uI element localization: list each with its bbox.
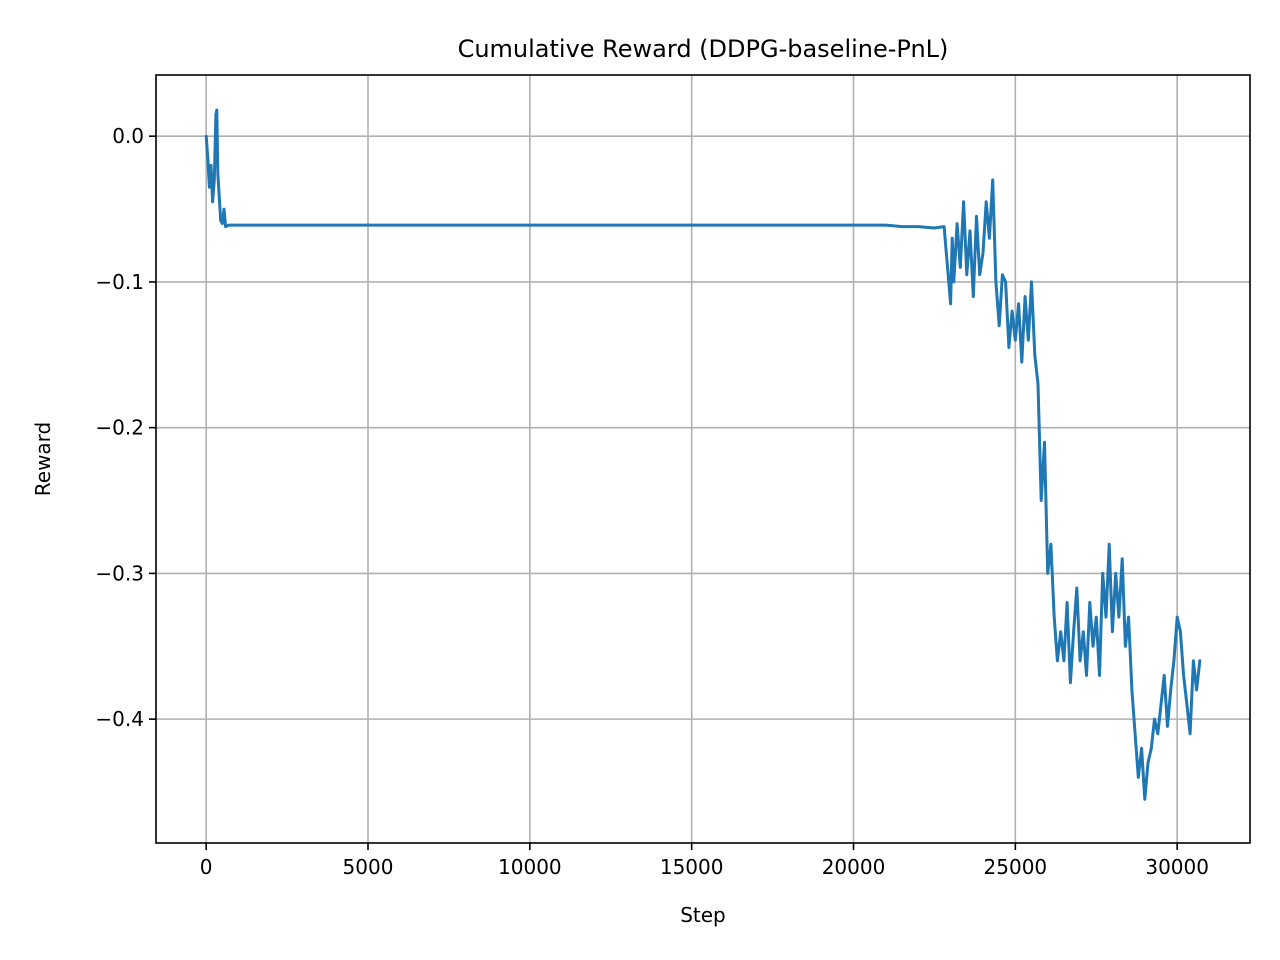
tick-layer: 0 5000 10000 15000 20000 25000 30000 0.0 −0.1 −0.…	[95, 124, 1209, 879]
y-axis-label: Reward	[31, 422, 55, 496]
y-tick-label: −0.4	[95, 707, 144, 731]
grid-layer	[156, 75, 1250, 843]
x-tick-label: 20000	[822, 855, 886, 879]
plot-frame	[155, 74, 1251, 844]
x-tick-label: 25000	[984, 855, 1048, 879]
x-tick-label: 0	[200, 855, 213, 879]
y-tick-label: −0.1	[95, 270, 144, 294]
x-axis-label: Step	[680, 903, 726, 927]
x-tick-label: 30000	[1145, 855, 1209, 879]
series-line-0	[204, 108, 1202, 801]
y-tick-label: 0.0	[112, 124, 144, 148]
x-tick-label: 10000	[498, 855, 562, 879]
x-tick-label: 15000	[660, 855, 724, 879]
series-layer	[204, 108, 1202, 801]
x-tick-label: 5000	[343, 855, 394, 879]
y-tick-label: −0.2	[95, 416, 144, 440]
y-tick-label: −0.3	[95, 561, 144, 585]
chart-title: Cumulative Reward (DDPG-baseline-PnL)	[458, 35, 949, 63]
